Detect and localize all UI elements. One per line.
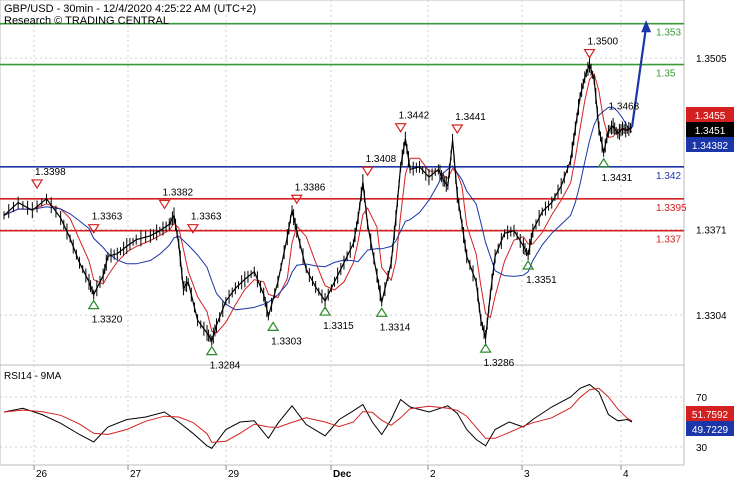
projection-arrow xyxy=(630,26,648,128)
pivot-high-marker xyxy=(30,179,44,190)
level-label: 1.3395 xyxy=(656,203,687,214)
rsi-y-tick-label: 70 xyxy=(696,393,708,404)
pivot-label: 1.3363 xyxy=(92,212,123,223)
pivot-high-marker xyxy=(394,123,407,133)
rsi-panel xyxy=(0,364,685,466)
x-tick-label: 29 xyxy=(228,469,240,480)
pivot-low-marker xyxy=(205,345,218,356)
level-label: 1.35 xyxy=(656,69,676,80)
rsi-ma-line xyxy=(3,387,633,443)
grid xyxy=(0,0,684,465)
rsi-line xyxy=(3,383,633,449)
x-tick-label: 26 xyxy=(36,469,48,480)
y-tick-label: 1.3304 xyxy=(696,311,727,322)
pivot-high-marker xyxy=(583,48,596,59)
price-tags: 1.3455 1.3451 1.34382 xyxy=(686,107,734,152)
pivot-label: 1.3382 xyxy=(163,187,194,198)
x-tick-label: Dec xyxy=(333,469,352,480)
x-tick-label: 3 xyxy=(524,469,530,480)
rsi-tag-label: 51.7592 xyxy=(692,410,729,421)
x-tick-label: 27 xyxy=(130,469,142,480)
level-label: 1.342 xyxy=(656,171,681,182)
pivot-high-marker xyxy=(290,194,303,205)
price-tag-label: 1.34382 xyxy=(692,141,729,152)
pivot-label: 1.3468 xyxy=(609,101,640,112)
pivot-label: 1.3286 xyxy=(484,358,515,369)
y-axis: 1.3505 1.3371 1.3304 xyxy=(696,54,727,322)
pivot-low-marker xyxy=(319,305,332,316)
pivot-low-marker xyxy=(597,157,610,168)
pivot-markers: 1.3398 1.3363 1.3320 1.3382 1.3363 1.3284 1.33… xyxy=(30,37,640,372)
chart-title: GBP/USD - 30min - 12/4/2020 4:25:22 AM (… xyxy=(4,3,256,15)
rsi-series: 70 30 51.7592 49.7229 xyxy=(0,383,734,454)
price-tag-label: 1.3451 xyxy=(695,126,726,137)
support-resistance-lines: 1.353 1.35 1.342 1.3395 1.337 xyxy=(0,22,687,246)
pivot-label: 1.3431 xyxy=(602,173,633,184)
chart-credit: Research © TRADING CENTRAL xyxy=(4,15,169,27)
pivot-label: 1.3303 xyxy=(271,336,302,347)
pivot-high-marker xyxy=(361,166,374,177)
pivot-label: 1.3315 xyxy=(323,321,354,332)
pivot-label: 1.3314 xyxy=(380,322,411,333)
pivot-high-marker xyxy=(451,124,464,135)
projection-arrowhead xyxy=(641,20,652,33)
price-tag xyxy=(686,122,734,137)
price-tag xyxy=(686,107,734,122)
level-label: 1.337 xyxy=(656,235,681,246)
price-series xyxy=(3,20,652,347)
y-tick-label: 1.3371 xyxy=(696,225,727,236)
pivot-label: 1.3442 xyxy=(399,111,430,122)
rsi-tag xyxy=(686,421,734,436)
pivot-label: 1.3320 xyxy=(92,315,123,326)
pivot-label: 1.3398 xyxy=(35,167,66,178)
main-panel xyxy=(0,0,685,366)
pivot-label: 1.3441 xyxy=(455,112,486,123)
pivot-high-marker xyxy=(186,224,199,234)
pivot-label: 1.3284 xyxy=(210,361,241,372)
rsi-title: RSI14 - 9MA xyxy=(4,371,62,382)
x-axis: 26 27 29 Dec 2 3 4 xyxy=(33,465,629,480)
pivot-low-marker xyxy=(522,259,535,270)
pivot-label: 1.3351 xyxy=(526,275,557,286)
pivot-label: 1.3363 xyxy=(191,212,222,223)
pivot-low-marker xyxy=(375,307,388,317)
pivot-label: 1.3500 xyxy=(588,37,619,48)
ma-slow-line xyxy=(3,106,633,311)
rsi-tag-label: 49.7229 xyxy=(692,425,729,436)
level-label: 1.353 xyxy=(656,28,681,39)
pivot-label: 1.3386 xyxy=(295,182,326,193)
pivot-high-marker xyxy=(158,199,171,210)
rsi-tag xyxy=(686,406,734,421)
y-tick-label: 1.3505 xyxy=(696,54,727,65)
pivot-high-marker xyxy=(87,224,100,234)
x-tick-label: 4 xyxy=(623,469,629,480)
x-tick-label: 2 xyxy=(430,469,436,480)
pivot-low-marker xyxy=(267,321,280,331)
pivot-low-marker xyxy=(87,299,100,310)
price-tag-label: 1.3455 xyxy=(695,111,726,122)
price-tag xyxy=(686,137,734,152)
rsi-y-tick-label: 30 xyxy=(696,443,708,454)
pivot-low-marker xyxy=(479,342,492,353)
pivot-label: 1.3408 xyxy=(366,154,397,165)
